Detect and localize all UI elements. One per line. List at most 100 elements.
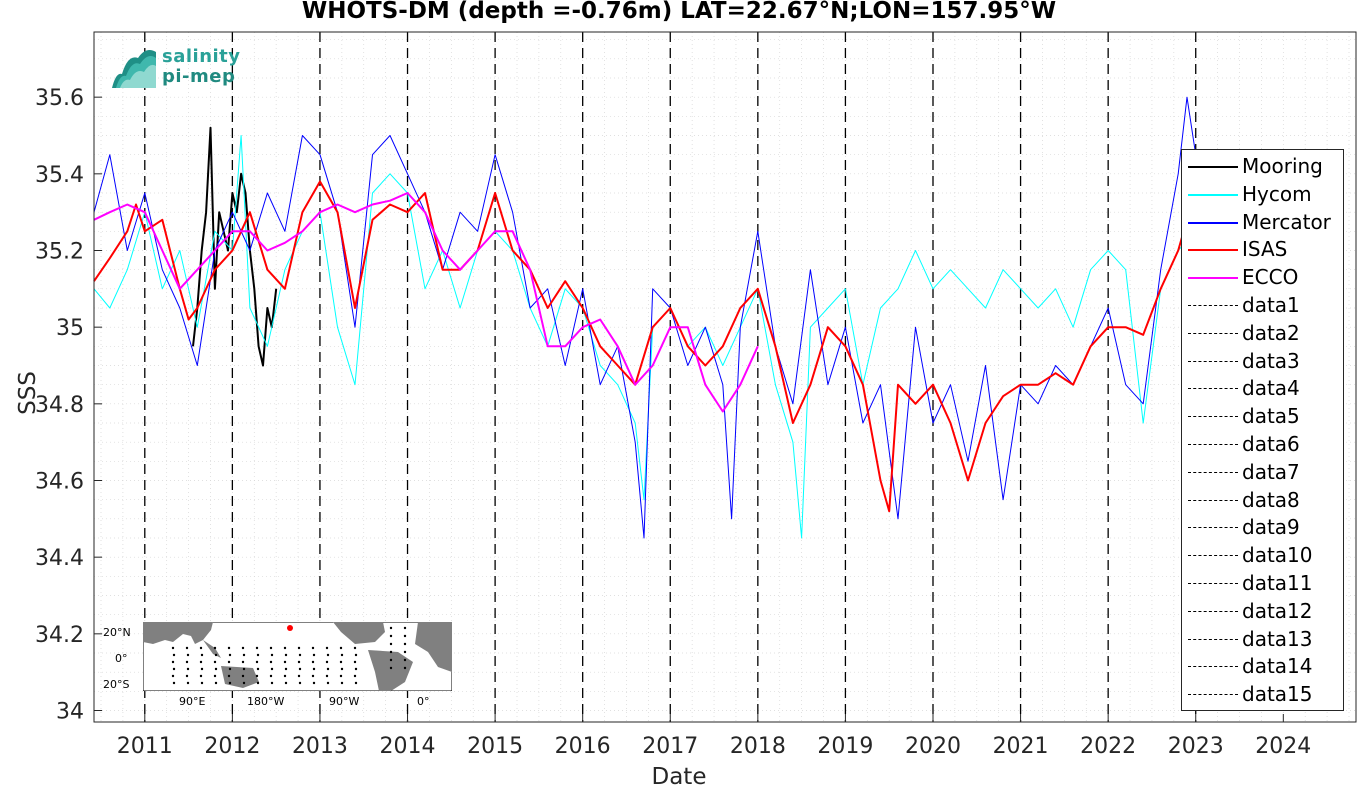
inset-buoy-dot [403,642,407,646]
x-tick-label: 2014 [380,734,436,759]
legend-swatch [1188,221,1238,224]
legend-swatch [1188,555,1238,557]
y-tick-label: 35 [56,316,84,341]
legend-item: data11 [1182,570,1342,598]
inset-buoy-dot [354,667,358,671]
inset-buoy-dot [340,667,344,671]
y-tick-label: 34.4 [35,546,84,571]
legend-item: data4 [1182,375,1342,403]
inset-buoy-dot [389,650,393,654]
series-line-ecco [93,192,759,413]
legend-label: data11 [1242,571,1313,595]
inset-buoy-dot [227,660,231,664]
inset-lat-20s: 20°S [103,678,130,691]
inset-buoy-dot [354,653,358,657]
inset-buoy-dot [242,667,246,671]
axes-frame [93,31,1357,723]
legend-label: data6 [1242,432,1300,456]
inset-buoy-dot [353,660,357,664]
axes-layer [93,31,1357,723]
y-tick-label: 34.6 [35,470,84,495]
inset-buoy-dot [256,653,260,657]
inset-buoy-dot [200,667,204,671]
inset-buoy-dot [298,667,302,671]
legend-item: Mooring [1182,153,1342,181]
y-tick-label: 35.6 [35,86,84,111]
legend-swatch [1188,360,1238,362]
inset-buoy-dot [283,646,287,650]
inset-buoy-dot [326,653,330,657]
inset-buoy-dot [270,653,274,657]
inset-buoy-dot [228,653,232,657]
series-line-mooring [192,126,278,367]
legend-swatch [1188,166,1238,168]
inset-buoy-dot [353,674,357,678]
legend-swatch [1188,527,1238,529]
grid-layer [94,32,1356,722]
inset-buoy-dot [389,634,393,638]
inset-lon-180w: 180°W [247,695,285,708]
y-tick-label: 34.2 [35,623,84,648]
logo-text-salinity: salinity [162,46,241,67]
inset-land-asia [143,622,213,644]
inset-lon-90e: 90°E [179,695,206,708]
inset-buoy-dot [269,674,273,678]
logo-waves-icon [112,50,156,88]
legend-swatch [1188,638,1238,640]
legend-swatch [1188,610,1238,612]
inset-buoy-dot [256,667,260,671]
inset-buoy-dot [311,660,315,664]
legend-swatch [1188,332,1238,334]
inset-land-sea-islands [203,640,221,658]
inset-buoy-dot [269,660,273,664]
x-axis-label: Date [651,764,707,790]
x-tick-label: 2013 [292,734,348,759]
inset-buoy-dot [172,667,176,671]
x-tick-label: 2021 [993,734,1049,759]
inset-buoy-dot [185,660,189,664]
inset-buoy-dot [403,634,407,638]
tick-labels-layer: 34 34.2 34.4 34.6 34.8 35 35.2 35.4 35.6 2011 2012… [35,86,1311,759]
legend-swatch [1188,471,1238,473]
legend-label: ECCO [1242,265,1299,290]
inset-buoy-dot [298,681,302,685]
inset-buoy-dot [339,646,343,650]
legend-item: data9 [1182,514,1342,542]
inset-buoy-dot [213,646,217,650]
inset-land-south-america [368,650,413,691]
legend-item: data3 [1182,348,1342,376]
legend-label: data1 [1242,293,1300,317]
inset-buoy-dot [172,681,176,685]
legend-label: data15 [1242,682,1313,707]
legend-swatch [1188,583,1238,584]
inset-buoy-dot [311,646,315,650]
x-tick-label: 2024 [1255,734,1311,759]
inset-buoy-dot [186,653,190,657]
inset-buoy-dot [340,653,344,657]
legend-label: data10 [1242,543,1313,568]
legend-label: data2 [1242,320,1300,345]
inset-buoy-dot [389,666,393,670]
legend-swatch [1188,694,1238,696]
legend-label: data4 [1242,376,1300,401]
inset-buoy-dot [403,666,407,670]
inset-buoy-markers [171,626,407,685]
series-line-hycom [93,135,1197,539]
series-line-mercator [93,96,1197,539]
inset-buoy-dot [227,646,231,650]
legend-label: data5 [1242,404,1300,429]
inset-buoy-dot [283,674,287,678]
inset-buoy-dot [297,646,301,650]
chart-title: WHOTS-DM (depth =-0.76m) LAT=22.67°N;LON… [301,0,1057,24]
inset-buoy-dot [172,653,176,657]
legend-swatch [1188,416,1238,418]
inset-buoy-dot [186,681,190,685]
legend-item: data14 [1182,653,1342,681]
inset-land-africa [415,622,452,672]
y-tick-label: 35.2 [35,240,84,265]
inset-buoy-dot [389,642,393,646]
inset-buoy-dot [340,681,344,685]
inset-buoy-dot [325,646,329,650]
inset-map-svg [142,621,453,692]
